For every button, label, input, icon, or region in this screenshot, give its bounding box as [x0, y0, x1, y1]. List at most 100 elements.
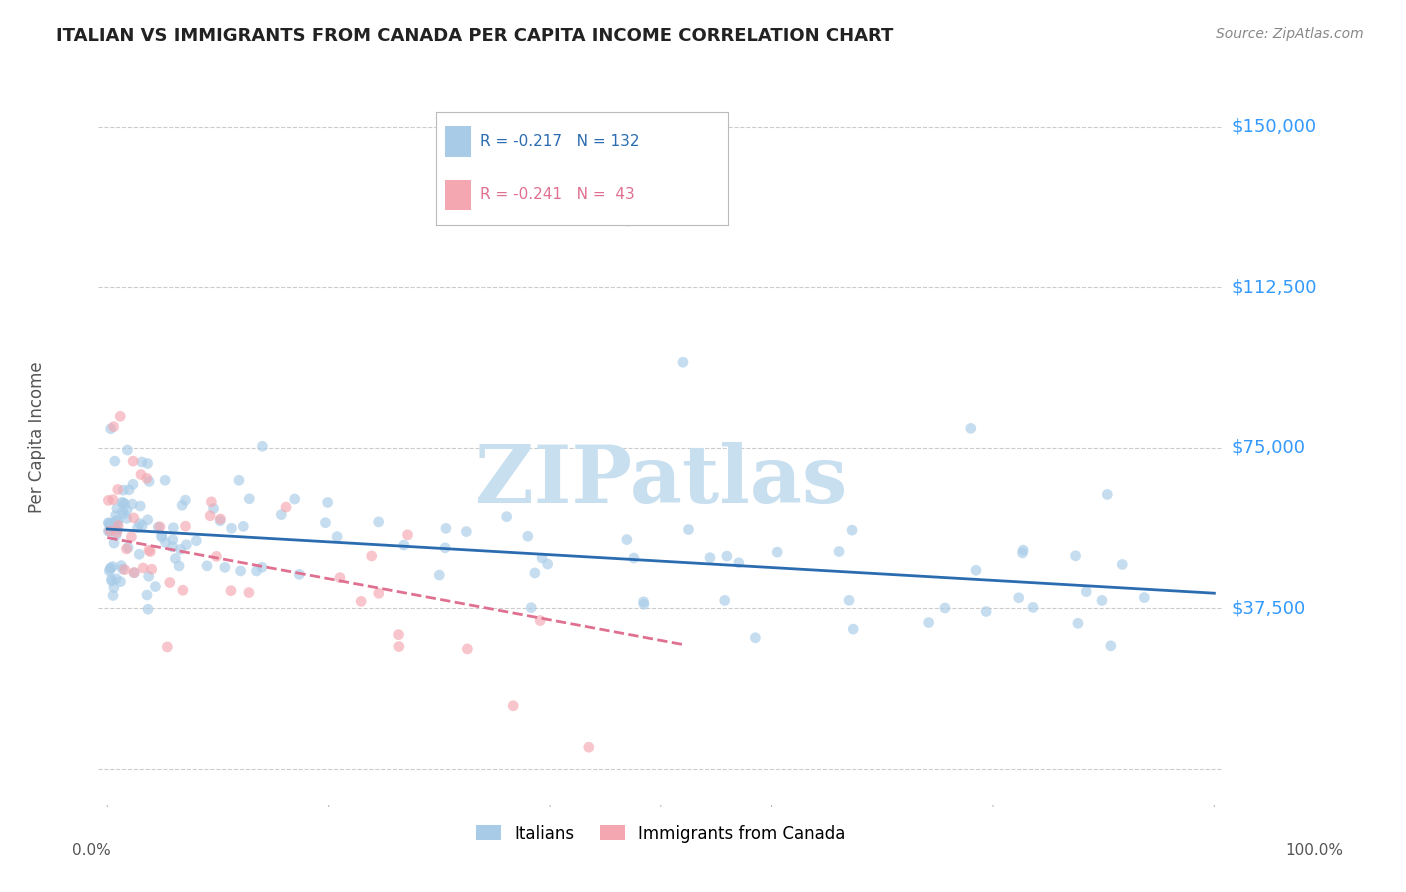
Point [101, 559, 124, 574]
Point [1008, 591, 1031, 605]
Point [502, 698, 524, 713]
Point [367, 515, 389, 529]
Point [270, 508, 292, 522]
Point [122, 566, 145, 580]
Text: 100.0%: 100.0% [1285, 843, 1344, 858]
Point [136, 513, 159, 527]
Point [245, 564, 267, 578]
Point [138, 543, 160, 558]
Point [141, 562, 163, 576]
Point [122, 566, 145, 580]
Point [456, 524, 478, 539]
Point [530, 551, 553, 566]
Point [138, 569, 160, 583]
Point [136, 602, 159, 616]
Point [828, 544, 851, 558]
Point [103, 581, 125, 595]
Point [128, 516, 150, 531]
Point [101, 589, 124, 603]
Point [841, 523, 863, 537]
Point [138, 475, 160, 489]
Point [314, 516, 336, 530]
Point [169, 542, 191, 557]
Point [616, 214, 638, 228]
Point [367, 586, 389, 600]
Point [1076, 584, 1098, 599]
Point [98, 562, 121, 576]
Point [350, 594, 373, 608]
Point [520, 600, 543, 615]
Point [633, 597, 655, 611]
Point [198, 508, 221, 523]
Point [107, 483, 129, 497]
Point [110, 558, 132, 573]
Point [221, 521, 243, 535]
Point [114, 497, 136, 511]
Point [186, 533, 208, 548]
Text: 0.0%: 0.0% [72, 843, 111, 858]
Point [174, 519, 197, 533]
Point [136, 457, 159, 471]
Point [97, 493, 120, 508]
Point [195, 558, 218, 573]
Point [112, 483, 135, 497]
Point [392, 538, 415, 552]
Point [176, 538, 198, 552]
Point [200, 495, 222, 509]
Point [172, 583, 194, 598]
Point [529, 614, 551, 628]
Point [104, 508, 127, 523]
Point [131, 518, 153, 533]
Point [537, 557, 560, 571]
Point [965, 563, 987, 577]
Point [105, 528, 128, 542]
Point [132, 561, 155, 575]
Point [98, 516, 121, 531]
Point [153, 473, 176, 487]
Point [252, 439, 274, 453]
Point [117, 541, 139, 555]
Point [678, 523, 700, 537]
Point [838, 593, 860, 607]
Point [1011, 546, 1033, 560]
Point [396, 528, 419, 542]
Point [107, 518, 129, 533]
Point [111, 562, 134, 576]
Point [238, 585, 260, 599]
Point [238, 491, 260, 506]
Point [112, 507, 135, 521]
Point [716, 549, 738, 563]
Point [232, 519, 254, 533]
Text: $150,000: $150,000 [1232, 118, 1316, 136]
Point [122, 454, 145, 468]
Point [105, 525, 128, 540]
Point [118, 483, 141, 497]
Point [842, 622, 865, 636]
Point [434, 521, 457, 535]
Point [115, 541, 138, 556]
Point [120, 530, 142, 544]
Legend: Italians, Immigrants from Canada: Italians, Immigrants from Canada [470, 818, 852, 849]
Text: Per Capita Income: Per Capita Income [28, 361, 45, 513]
Point [98, 524, 121, 538]
Point [100, 422, 122, 436]
Point [111, 504, 134, 518]
Point [145, 580, 167, 594]
Point [917, 615, 939, 630]
Point [105, 501, 128, 516]
Point [104, 454, 127, 468]
Text: $75,000: $75,000 [1232, 439, 1306, 457]
Point [117, 442, 139, 457]
Point [616, 533, 638, 547]
Point [128, 547, 150, 561]
Point [103, 419, 125, 434]
Point [150, 530, 173, 544]
Point [105, 514, 128, 528]
Point [516, 529, 538, 543]
Point [202, 501, 225, 516]
Point [174, 493, 197, 508]
Point [97, 516, 120, 531]
Point [105, 513, 128, 527]
Point [229, 564, 252, 578]
Point [98, 564, 121, 578]
